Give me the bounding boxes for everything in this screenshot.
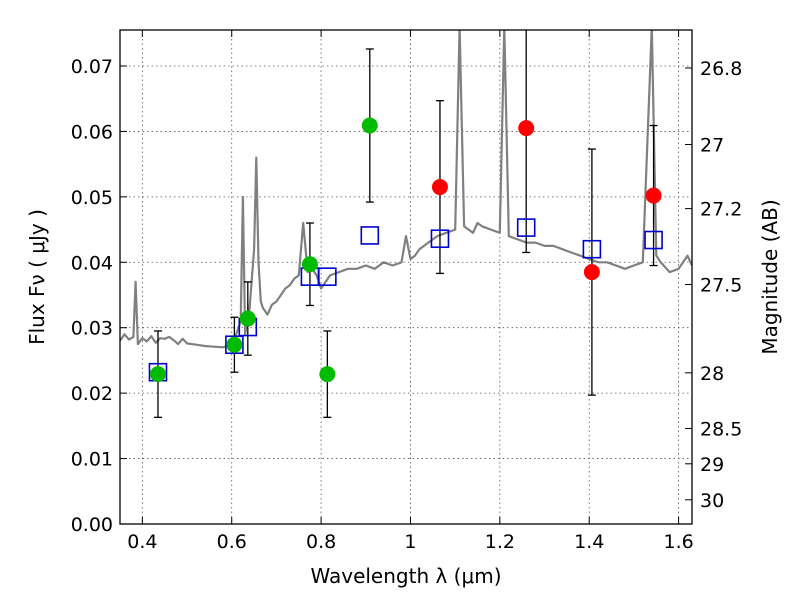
axis-ticks: 0.4 0.6 0.8 1 1.2 1.4 1.6 0.00 0.01 0.02 0.03 0.04 0… (71, 30, 742, 553)
red-flux-point (431, 179, 448, 196)
x-axis-title: Wavelength λ (μm) (310, 564, 501, 588)
y2-tick-label: 27 (700, 135, 724, 157)
x-tick-label: 1.2 (485, 531, 515, 553)
x-tick-label: 1.6 (663, 531, 693, 553)
data-layer (120, 30, 692, 418)
y-axis-title: Flux Fν ( μJy ) (25, 209, 49, 345)
x-tick-label: 1.4 (574, 531, 604, 553)
model-flux-square (225, 335, 244, 355)
red-flux-point (645, 187, 662, 204)
green-flux-point (226, 336, 243, 353)
model-flux-square (318, 267, 337, 286)
y2-tick-label: 30 (700, 490, 724, 512)
y2-tick-label: 27.2 (700, 199, 742, 221)
y-tick-label: 0.05 (71, 187, 113, 209)
x-tick-label: 0.6 (217, 531, 247, 553)
y-tick-label: 0.06 (71, 121, 113, 143)
green-flux-point (319, 366, 336, 383)
plot-background (120, 30, 692, 524)
x-tick-label: 1 (404, 531, 416, 553)
y-tick-label: 0.07 (71, 56, 113, 78)
y2-tick-label: 28.5 (700, 418, 742, 440)
green-flux-point (301, 256, 318, 273)
x-tick-label: 0.4 (127, 531, 157, 553)
model-flux-square (360, 226, 380, 245)
red-flux-point (583, 264, 600, 281)
y-tick-label: 0.02 (71, 383, 113, 405)
green-flux-point (361, 117, 378, 134)
y2-tick-label: 29 (700, 454, 724, 476)
y2-tick-label: 26.8 (700, 58, 742, 80)
red-flux-point (518, 120, 535, 137)
y2-tick-label: 27.5 (700, 275, 742, 297)
model-flux-square (582, 239, 602, 259)
y-tick-label: 0.00 (71, 514, 113, 536)
green-flux-point (239, 310, 256, 327)
plot-frame (119, 29, 693, 525)
y2-axis-title: Magnitude (AB) (758, 199, 782, 354)
x-tick-label: 0.8 (306, 531, 336, 553)
model-flux-square (430, 229, 450, 249)
model-flux-square (644, 230, 663, 250)
y-tick-label: 0.04 (71, 252, 113, 274)
y-tick-label: 0.03 (71, 318, 113, 340)
green-flux-point (149, 366, 166, 383)
template-spectrum-line (120, 30, 692, 349)
y2-tick-label: 28 (700, 363, 724, 385)
model-flux-square (516, 218, 536, 237)
y-tick-label: 0.01 (71, 449, 113, 471)
